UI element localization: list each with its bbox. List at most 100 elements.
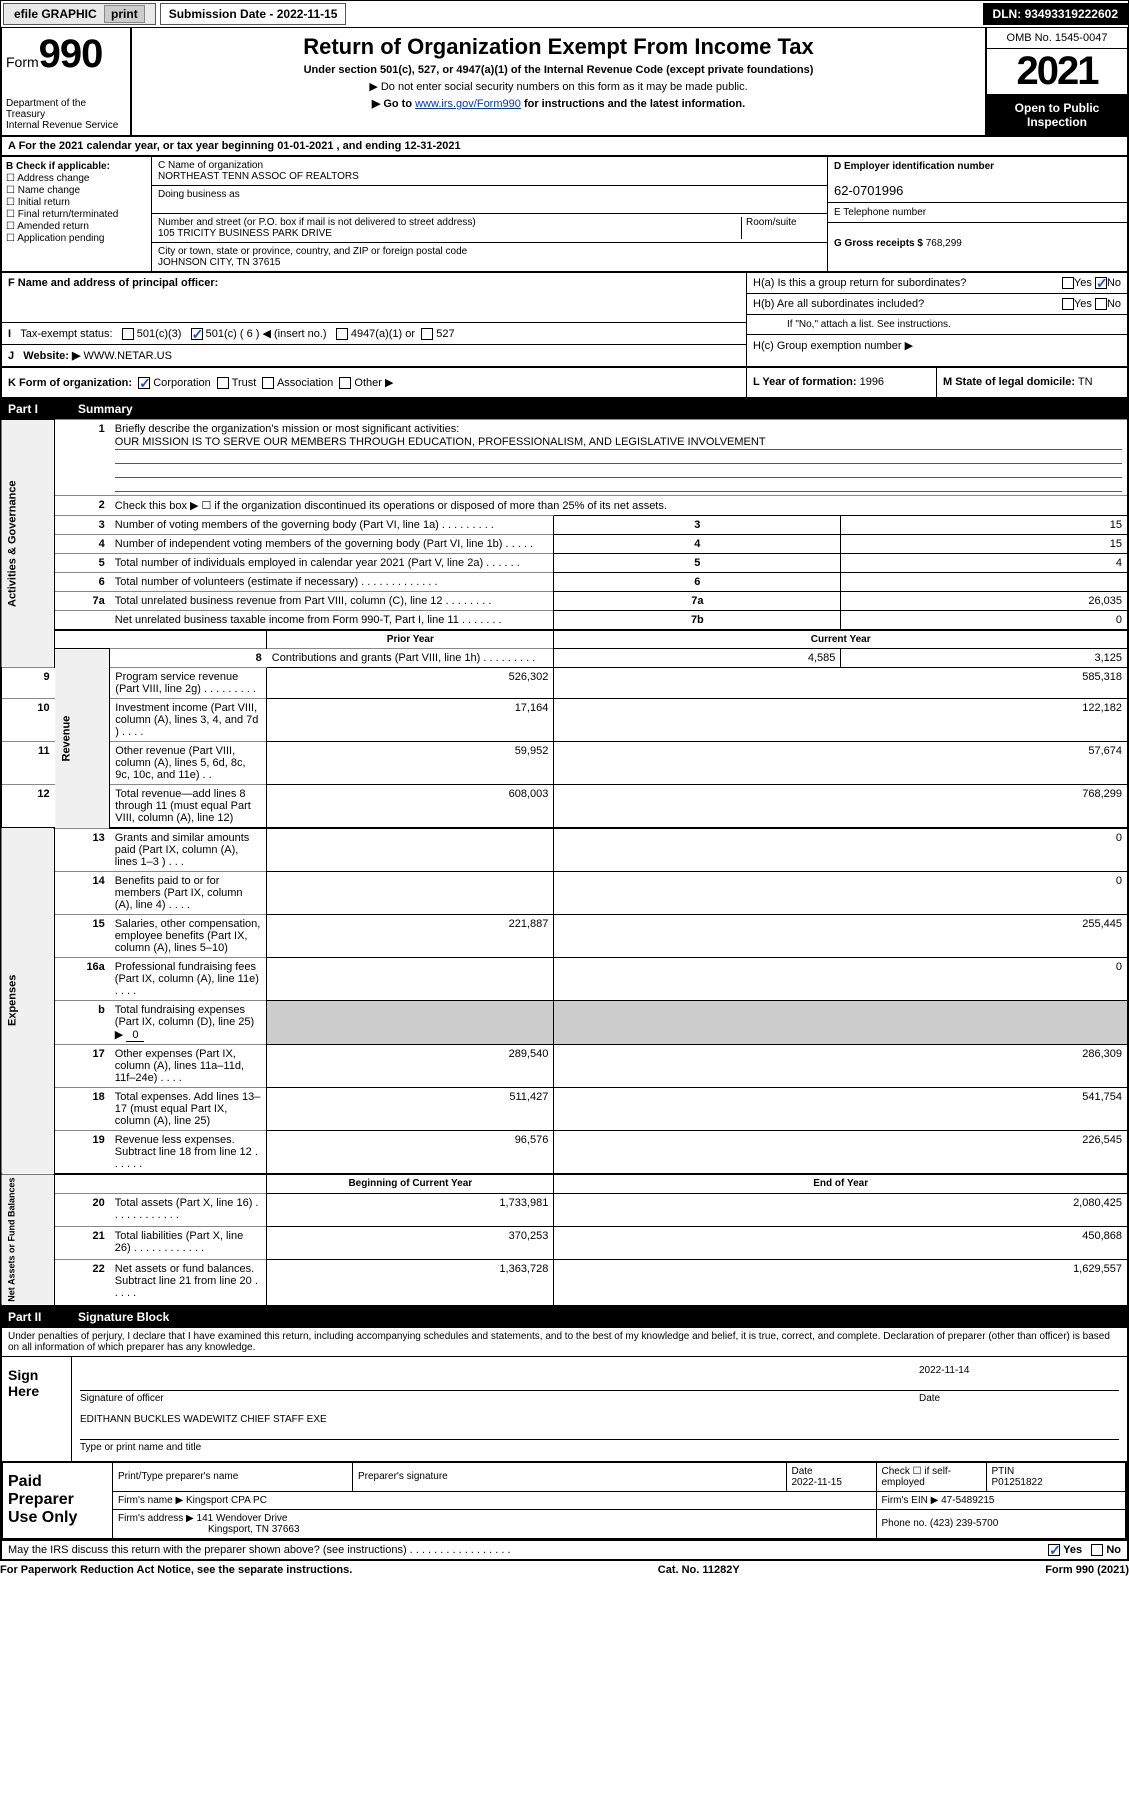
sig-date-label: Date (919, 1393, 1119, 1404)
phone-row: E Telephone number (828, 203, 1127, 223)
hb-row: H(b) Are all subordinates included? Yes … (747, 294, 1127, 315)
dln-label: DLN: (993, 7, 1022, 21)
l12-curr: 768,299 (554, 785, 1128, 829)
l6-box: 6 (554, 573, 841, 592)
chk-name-label: Name change (18, 185, 80, 196)
sign-here-fields: 2022-11-14 Signature of officer Date EDI… (72, 1357, 1127, 1461)
irs-text: Internal Revenue Service (6, 120, 126, 131)
sign-here-label: Sign Here (2, 1357, 72, 1461)
paid-preparer-table: Paid Preparer Use Only Print/Type prepar… (2, 1461, 1127, 1539)
l1-label: Briefly describe the organization's miss… (115, 423, 459, 435)
i-label: Tax-exempt status: (20, 328, 112, 340)
checkboxes-b: B Check if applicable: ☐ Address change … (2, 157, 152, 271)
mission-blank1 (115, 450, 1122, 464)
m-col: M State of legal domicile: TN (937, 368, 1127, 397)
discuss-text: May the IRS discuss this return with the… (8, 1544, 511, 1556)
firm-ein-value: 47-5489215 (941, 1495, 994, 1506)
l5-val: 4 (841, 554, 1128, 573)
l13-prior (267, 828, 554, 872)
print-button[interactable]: print (104, 5, 145, 23)
l12-desc: Total revenue—add lines 8 through 11 (mu… (110, 785, 267, 829)
tax-year-row: A For the 2021 calendar year, or tax yea… (0, 137, 1129, 157)
hc-row: H(c) Group exemption number ▶ (747, 335, 1127, 356)
l9-curr: 585,318 (554, 668, 1128, 699)
l21-prior: 370,253 (267, 1227, 554, 1260)
form-type-row: K Form of organization: Corporation Trus… (0, 368, 1129, 399)
l18-prior: 511,427 (267, 1088, 554, 1131)
form-header-right: OMB No. 1545-0047 2021 Open to Public In… (987, 28, 1127, 135)
l10-prior: 17,164 (267, 699, 554, 742)
ln20-num: 20 (55, 1194, 110, 1227)
chk-amended-label: Amended return (17, 221, 89, 232)
hb-no (1095, 298, 1107, 310)
gross-receipts-row: G Gross receipts $ 768,299 (828, 223, 1127, 271)
footer-mid: Cat. No. 11282Y (658, 1564, 740, 1576)
prep-name-label: Print/Type preparer's name (113, 1462, 353, 1492)
l6-val (841, 573, 1128, 592)
hdr-desc-spacer (110, 630, 267, 649)
ln18-num: 18 (55, 1088, 110, 1131)
ln12-num: 12 (1, 785, 55, 829)
footer: For Paperwork Reduction Act Notice, see … (0, 1561, 1129, 1579)
l16a-curr: 0 (554, 958, 1128, 1001)
phone-value: (423) 239-5700 (930, 1518, 998, 1529)
prep-date-label: Date (792, 1466, 813, 1477)
l13-curr: 0 (554, 828, 1128, 872)
l21-curr: 450,868 (554, 1227, 1128, 1260)
l20-desc: Total assets (Part X, line 16) . . . . .… (110, 1194, 267, 1227)
l16b-val: 0 (126, 1029, 144, 1042)
trust-label: Trust (232, 377, 257, 389)
ein-value: 62-0701996 (834, 183, 903, 198)
room-label: Room/suite (746, 217, 797, 228)
submission-date-field: Submission Date - 2022-11-15 (160, 3, 347, 25)
hb-no-label: No (1107, 298, 1121, 310)
l19-prior: 96,576 (267, 1131, 554, 1175)
form-title: Return of Organization Exempt From Incom… (138, 34, 979, 60)
l-col: L Year of formation: 1996 (747, 368, 937, 397)
dba-label: Doing business as (158, 189, 240, 200)
form-subtitle: Under section 501(c), 527, or 4947(a)(1)… (138, 64, 979, 76)
discuss-yes-label: Yes (1063, 1544, 1082, 1556)
discuss-no-chk (1091, 1544, 1103, 1556)
paid-label: Paid Preparer Use Only (3, 1462, 113, 1539)
ln9-num: 9 (1, 668, 55, 699)
website-value: WWW.NETAR.US (84, 350, 172, 362)
form-number: Form990 (6, 32, 126, 77)
instructions-link-row: ▶ Go to www.irs.gov/Form990 for instruct… (138, 97, 979, 110)
ln3-num: 3 (55, 516, 110, 535)
ha-row: H(a) Is this a group return for subordin… (747, 273, 1127, 294)
l17-prior: 289,540 (267, 1045, 554, 1088)
ha-no-label: No (1107, 277, 1121, 289)
chk-address: ☐ Address change (6, 173, 147, 184)
city-row: City or town, state or province, country… (152, 243, 827, 271)
footer-left: For Paperwork Reduction Act Notice, see … (0, 1564, 352, 1576)
l2-desc: Check this box ▶ ☐ if the organization d… (110, 496, 1128, 516)
ein-label: D Employer identification number (834, 161, 994, 172)
l4-box: 4 (554, 535, 841, 554)
l7b-box: 7b (554, 611, 841, 631)
l22-desc: Net assets or fund balances. Subtract li… (110, 1260, 267, 1306)
l16b-curr-grey (554, 1001, 1128, 1045)
instructions-link[interactable]: www.irs.gov/Form990 (415, 98, 521, 110)
firm-name-cell: Firm's name ▶ Kingsport CPA PC (113, 1491, 877, 1509)
discuss-row: May the IRS discuss this return with the… (0, 1541, 1129, 1561)
signature-block: Under penalties of perjury, I declare th… (0, 1327, 1129, 1541)
sig-name-value: EDITHANN BUCKLES WADEWITZ CHIEF STAFF EX… (80, 1414, 1119, 1425)
ein-phone-col: D Employer identification number 62-0701… (827, 157, 1127, 271)
m-label: M State of legal domicile: (943, 376, 1075, 388)
hb-label: H(b) Are all subordinates included? (753, 298, 1062, 310)
chk-name: ☐ Name change (6, 185, 147, 196)
l5-box: 5 (554, 554, 841, 573)
ln2-num: 2 (55, 496, 110, 516)
penalties-text: Under penalties of perjury, I declare th… (2, 1328, 1127, 1356)
vtab-netassets: Net Assets or Fund Balances (1, 1174, 55, 1306)
ln17-num: 17 (55, 1045, 110, 1088)
ln13-num: 13 (55, 828, 110, 872)
l10-desc: Investment income (Part VIII, column (A)… (110, 699, 267, 742)
hb-note: If "No," attach a list. See instructions… (747, 315, 1127, 335)
l15-desc: Salaries, other compensation, employee b… (110, 915, 267, 958)
ln16b-num: b (55, 1001, 110, 1045)
l5-desc: Total number of individuals employed in … (110, 554, 554, 573)
open-public-badge: Open to Public Inspection (987, 95, 1127, 135)
ln8-num: 8 (110, 649, 267, 668)
